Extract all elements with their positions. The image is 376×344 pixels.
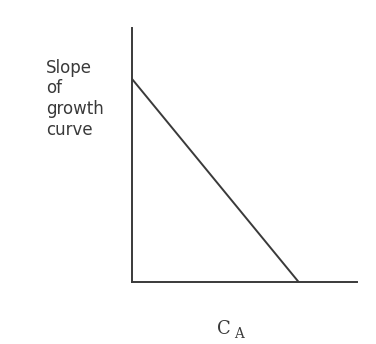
Text: A: A <box>234 326 244 341</box>
Text: C: C <box>217 320 231 338</box>
Text: Slope
of
growth
curve: Slope of growth curve <box>46 58 104 139</box>
